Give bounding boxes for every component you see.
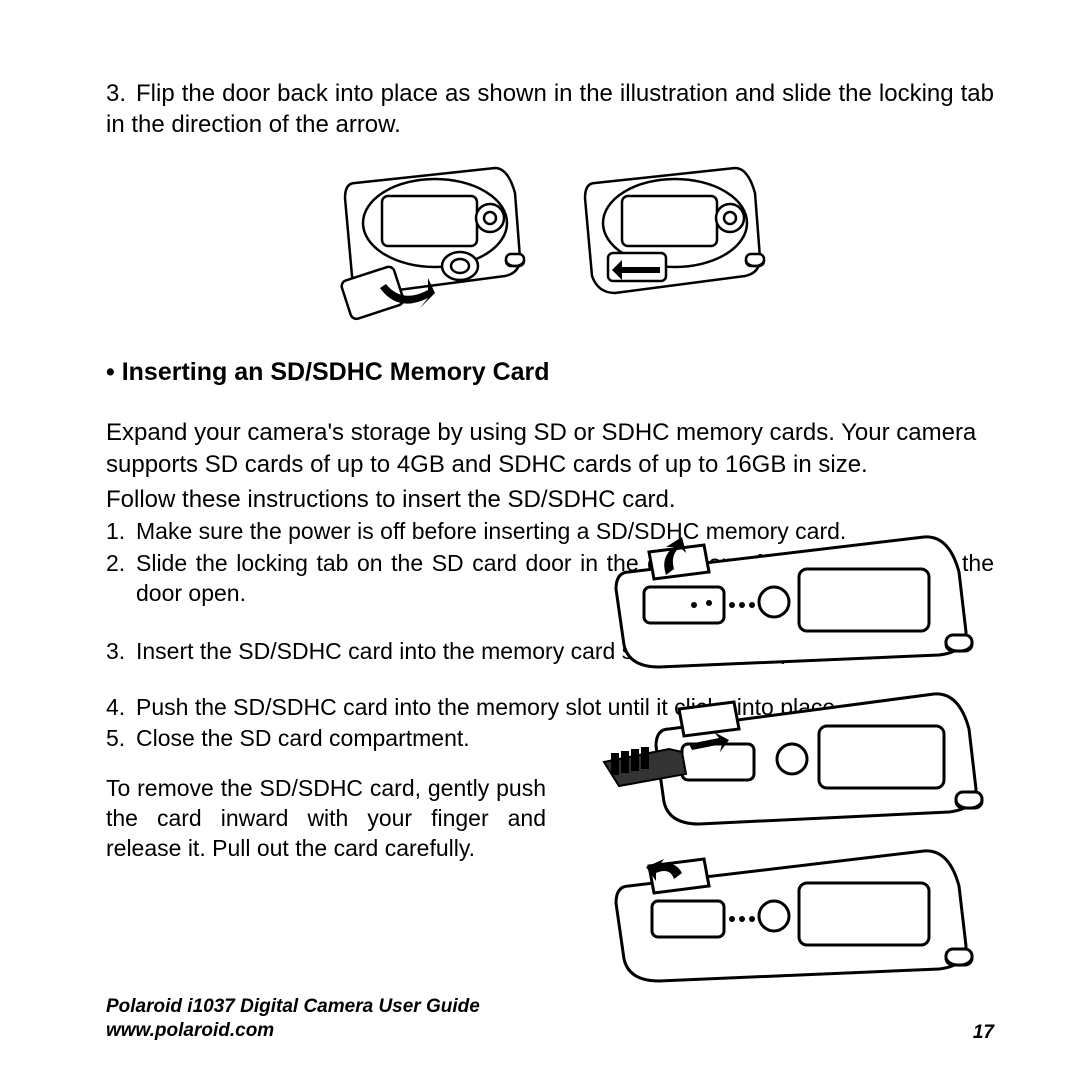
footer-left: Polaroid i1037 Digital Camera User Guide…	[106, 995, 480, 1044]
remove-paragraph: To remove the SD/SDHC card, gently push …	[106, 774, 546, 864]
step-3-text: 3.Flip the door back into place as shown…	[106, 78, 994, 140]
side-figures	[574, 517, 994, 988]
camera-illustration-insert-card	[574, 674, 994, 829]
section-heading: • Inserting an SD/SDHC Memory Card	[106, 358, 994, 387]
page-number: 17	[973, 1022, 994, 1044]
camera-illustration-door-closed	[560, 158, 780, 328]
step-3-num: 3.	[106, 78, 136, 109]
page-footer: Polaroid i1037 Digital Camera User Guide…	[106, 995, 994, 1044]
footer-url: www.polaroid.com	[106, 1019, 480, 1044]
camera-illustration-slide-open	[574, 517, 994, 672]
footer-title: Polaroid i1037 Digital Camera User Guide	[106, 995, 480, 1020]
step-3-body: Flip the door back into place as shown i…	[106, 80, 994, 138]
camera-illustration-close-door	[574, 831, 994, 986]
camera-illustration-door-open	[320, 158, 540, 328]
intro-follow: Follow these instructions to insert the …	[106, 484, 994, 515]
intro-paragraph: Expand your camera's storage by using SD…	[106, 417, 994, 479]
steps-and-figures-row: 1.Make sure the power is off before inse…	[106, 517, 994, 864]
top-figure-row	[106, 158, 994, 328]
manual-page: 3.Flip the door back into place as shown…	[0, 0, 1080, 1080]
